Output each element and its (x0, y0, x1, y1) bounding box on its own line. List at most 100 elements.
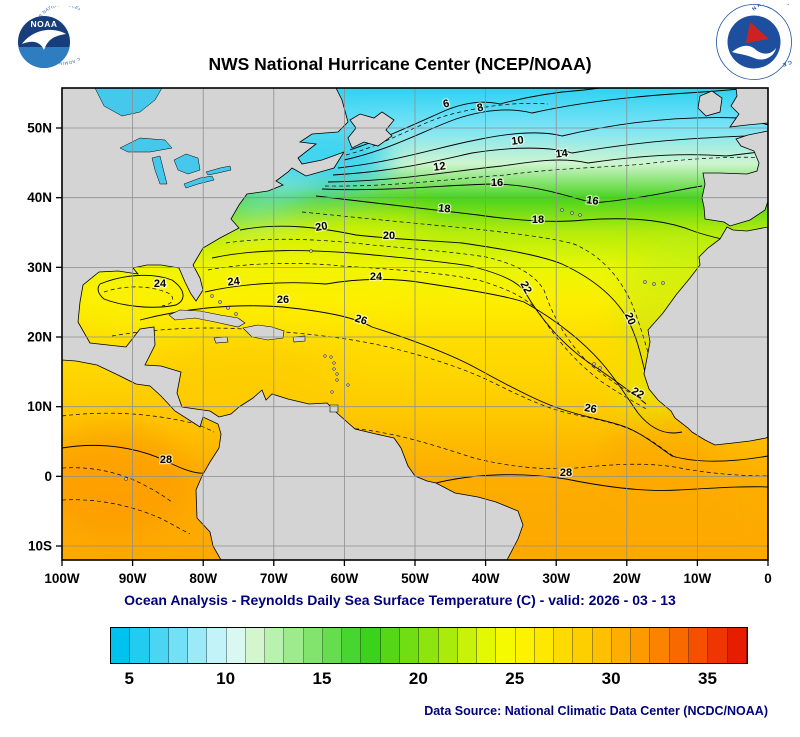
contour-value-label: 18 (532, 214, 544, 226)
contour-value-label: 24 (370, 271, 383, 283)
contour-value-label: 18 (438, 202, 451, 215)
lon-label: 30W (542, 571, 570, 586)
lon-label: 0 (764, 571, 772, 586)
contour-8c (343, 88, 753, 161)
lat-label: 20N (27, 330, 52, 345)
colorbar-tick-label: 15 (312, 669, 332, 688)
nws-logo: NATIONAL WEATHER SERVICE (716, 4, 792, 80)
colorbar-cell (669, 628, 689, 663)
contour-value-label: 26 (353, 313, 368, 328)
lat-label: 10N (27, 399, 52, 414)
colorbar-cell (188, 628, 208, 663)
land-cuba (168, 309, 246, 328)
lat-label: 50N (27, 121, 52, 136)
colorbar-cell (708, 628, 728, 663)
colorbar-cell (573, 628, 593, 663)
colorbar-cell (226, 628, 246, 663)
contour-24c-gulf (97, 274, 184, 308)
nws-flag-icon (746, 22, 769, 43)
land-americas (62, 88, 524, 560)
page-title: NWS National Hurricane Center (NCEP/NOAA… (208, 54, 592, 74)
contour-28c-atlantic (431, 474, 768, 491)
colorbar-cell (688, 628, 709, 663)
contour-value-label: 20 (622, 311, 638, 327)
contour-dashed-pacific-1 (62, 467, 173, 503)
contour-value-label: 26 (277, 294, 289, 306)
contour-value-label: 24 (227, 275, 241, 288)
contour-value-label: 20 (314, 220, 328, 234)
lat-label: 10S (28, 539, 52, 554)
colorbar-tick-label: 30 (601, 669, 621, 688)
contour-value-label: 24 (154, 278, 167, 290)
colorbar-cell (149, 628, 169, 663)
colorbar-cell (496, 628, 516, 663)
contour-value-label: 16 (491, 177, 503, 189)
contour-dashed-25c (111, 327, 677, 459)
lat-label: 30N (27, 260, 52, 275)
lon-label: 80W (189, 571, 217, 586)
contour-value-label: 16 (586, 194, 600, 208)
colorbar-tick-label: 10 (216, 669, 236, 688)
lon-label: 40W (472, 571, 500, 586)
colorbar-cell (592, 628, 612, 663)
colorbar-cell (284, 628, 304, 663)
noaa-acronym: NOAA (30, 19, 57, 29)
colorbar-cell (438, 628, 458, 663)
lon-label: 20W (613, 571, 641, 586)
lake-huron (173, 153, 201, 175)
colorbar-cell (419, 628, 439, 663)
contour-6c (349, 88, 601, 151)
lon-label: 90W (119, 571, 147, 586)
colorbar-cell (554, 628, 574, 663)
lat-label: 0 (44, 469, 52, 484)
land-trinidad (329, 404, 339, 413)
contour-14c (327, 150, 768, 183)
contour-dashed-19c (301, 211, 653, 369)
colorbar-cell (111, 628, 131, 663)
lake-michigan (151, 155, 168, 185)
colorbar-cell (534, 628, 555, 663)
colorbar-cell (207, 628, 227, 663)
colorbar-cell (361, 628, 381, 663)
colorbar-cell (342, 628, 362, 663)
nws-wave-icon (732, 45, 776, 60)
noaa-bird-icon (22, 29, 66, 50)
contour-value-label: 26 (583, 402, 597, 416)
lon-label: 10W (684, 571, 712, 586)
land-africa (643, 226, 768, 446)
sst-contours (62, 88, 768, 535)
land-europe-iberia (701, 130, 768, 227)
contour-value-label: 20 (383, 230, 395, 242)
lake-erie (183, 175, 215, 189)
colorbar-cell (322, 628, 343, 663)
contour-18c (315, 195, 768, 247)
contour-26c (139, 305, 768, 462)
colorbar-cell (515, 628, 535, 663)
contour-dashed-27c-east (347, 427, 768, 477)
colorbar-tick-label: 20 (408, 669, 428, 688)
map-caption: Ocean Analysis - Reynolds Daily Sea Surf… (124, 592, 676, 608)
contour-value-label: 14 (555, 147, 569, 160)
lon-label: 60W (331, 571, 359, 586)
colorbar-cell (631, 628, 651, 663)
lon-label: 50W (401, 571, 429, 586)
colorbar-cell (399, 628, 420, 663)
land-puerto-rico (292, 335, 306, 343)
contour-dashed-23c (207, 263, 649, 411)
colorbar-cell (245, 628, 266, 663)
lon-label: 100W (44, 571, 80, 586)
colorbar-cell (168, 628, 189, 663)
lon-label: 70W (260, 571, 288, 586)
contour-dashed-27c-west (62, 412, 215, 433)
contour-value-label: 6 (442, 98, 451, 111)
contour-dashed-15c (324, 156, 768, 187)
colorbar-cell (650, 628, 670, 663)
colorbar-cell (611, 628, 632, 663)
colorbar-cell (265, 628, 285, 663)
land-ireland (697, 90, 723, 117)
lake-hudson-bay (94, 88, 163, 117)
land-layer (62, 88, 768, 560)
